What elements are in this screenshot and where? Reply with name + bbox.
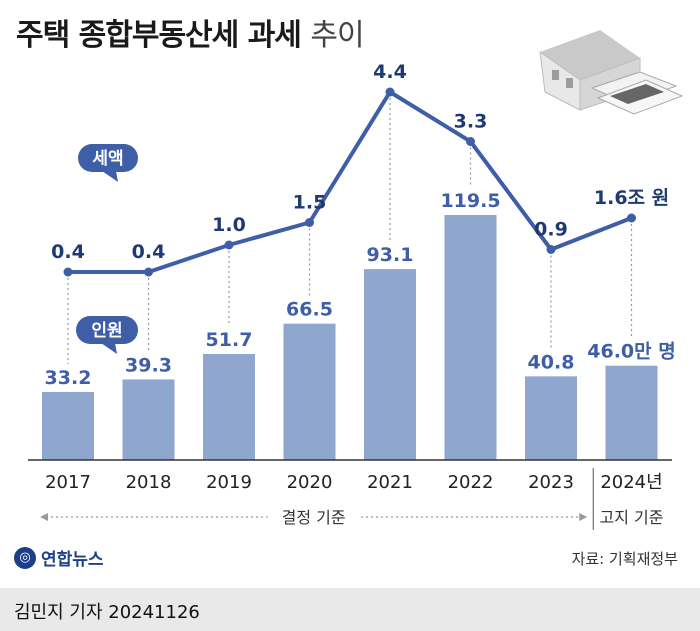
line-label: 0.4 <box>51 241 85 263</box>
line-point <box>385 87 395 97</box>
line-label: 4.4 <box>373 61 407 83</box>
x-tick-label: 2020 <box>287 472 333 493</box>
bar-label: 33.2 <box>45 367 92 389</box>
bar-label: 93.1 <box>367 244 414 266</box>
line-label: 1.6조 원 <box>594 187 669 209</box>
bar-label: 46.0만 명 <box>587 341 675 363</box>
source-note: 자료: 기획재정부 <box>571 550 678 568</box>
people-bubble <box>76 316 138 344</box>
chart-title-main: 주택 종합부동산세 과세 <box>16 18 302 53</box>
line-point <box>144 267 153 277</box>
tax-bubble-label: 세액 <box>92 149 123 169</box>
line-point <box>63 267 73 277</box>
range-label-bg <box>267 506 360 528</box>
chart-title: 주택 종합부동산세 과세 추이 <box>16 10 365 54</box>
house-icon <box>539 30 684 115</box>
x-tick-label: 2021 <box>367 472 413 493</box>
bar-label: 119.5 <box>440 190 500 212</box>
tax-line <box>68 90 633 274</box>
bar <box>283 323 336 460</box>
line-point <box>546 245 556 254</box>
bar-label: 51.7 <box>206 329 253 351</box>
tax-bubble <box>78 144 138 172</box>
bar-label: 40.8 <box>528 351 575 373</box>
line-label: 3.3 <box>454 111 488 133</box>
x-tick-label: 2024년 <box>600 472 662 493</box>
bar <box>122 379 175 460</box>
tax-bubble-tail <box>102 171 118 182</box>
line-label: 0.4 <box>132 241 166 263</box>
bar <box>605 365 658 460</box>
line-label: 0.9 <box>534 219 568 241</box>
chart-title-suffix: 추이 <box>310 18 364 53</box>
bar-label: 39.3 <box>125 354 172 376</box>
footer-bar <box>0 588 700 631</box>
line-point <box>466 137 475 146</box>
bar <box>444 215 497 460</box>
bar <box>203 354 255 460</box>
logo-mark-icon: ◎ <box>14 546 36 569</box>
bar <box>364 269 416 460</box>
range-arrow-left-icon <box>40 513 48 521</box>
range-arrow-right-icon <box>579 513 588 521</box>
x-tick-label: 2022 <box>448 472 494 493</box>
x-tick-label: 2018 <box>126 472 172 493</box>
logo-text: 연합뉴스 <box>41 550 104 570</box>
x-tick-label: 2017 <box>45 472 91 493</box>
x-tick-label: 2019 <box>206 472 252 493</box>
logo: ◎ 연합뉴스 <box>14 545 104 570</box>
line-point <box>224 240 234 250</box>
line-point <box>305 218 314 227</box>
bar <box>42 391 94 460</box>
range-label-notice: 고지 기준 <box>600 508 664 527</box>
bar <box>525 376 577 460</box>
people-bubble-label: 인원 <box>91 321 122 341</box>
line-label: 1.0 <box>212 214 246 236</box>
reporter-credit: 김민지 기자 20241126 <box>14 602 200 623</box>
range-label-settled: 결정 기준 <box>282 508 346 527</box>
bar-label: 66.5 <box>286 299 333 321</box>
combo-chart: 33.2 39.3 51.7 66.5 93.1 119.5 40.8 46.0만 명 0.4… <box>28 30 684 530</box>
line-point <box>627 213 636 223</box>
people-bubble-tail <box>101 343 117 354</box>
line-label: 1.5 <box>293 192 327 214</box>
x-tick-label: 2023 <box>528 472 574 493</box>
